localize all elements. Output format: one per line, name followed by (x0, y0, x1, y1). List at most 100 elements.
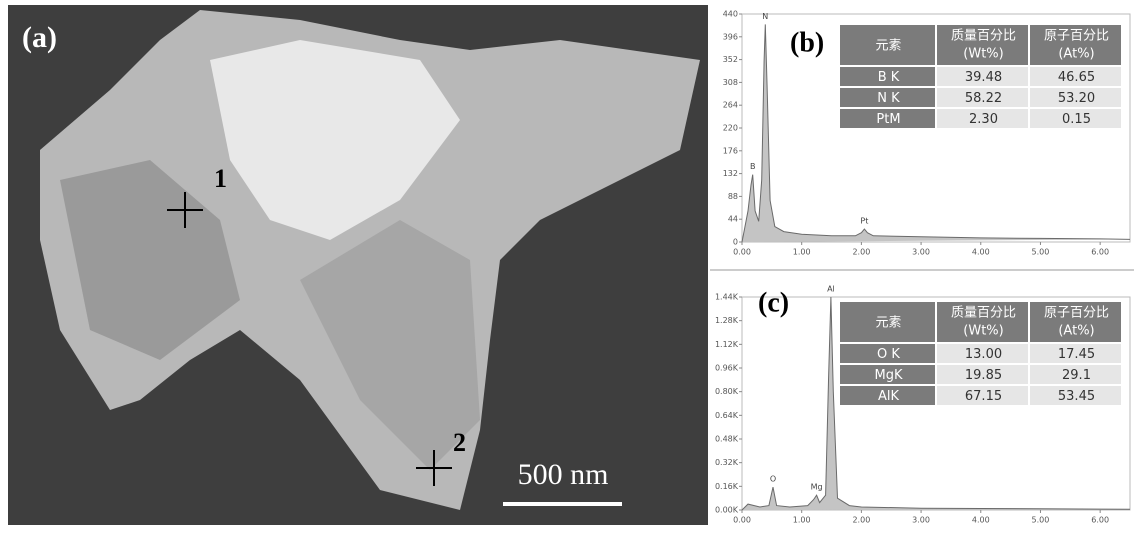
peak-label: Al (827, 285, 835, 294)
table-cell (840, 88, 935, 107)
table-header: 质量百分比 (951, 306, 1016, 321)
crosshair (416, 450, 452, 486)
table-header: 质量百分比 (951, 29, 1016, 44)
y-tick-label: 1.12K (715, 340, 739, 349)
y-tick-label: 0 (733, 238, 738, 247)
x-tick-label: 4.00 (972, 248, 990, 257)
table-header: 原子百分比 (1044, 306, 1109, 321)
y-tick-label: 352 (723, 55, 738, 64)
table-cell-text: O K (877, 347, 900, 362)
x-tick-label: 2.00 (852, 516, 870, 525)
x-tick-label: 0.00 (733, 516, 751, 525)
table-header-cell (937, 302, 1028, 342)
table-cell-text: AlK (878, 389, 900, 404)
particle-highlight (210, 40, 460, 240)
table-cell (937, 344, 1028, 363)
table-cell-text: 0.15 (1062, 112, 1091, 127)
particle-shade (300, 220, 480, 470)
peak-label: N (762, 12, 768, 21)
table-cell (937, 365, 1028, 384)
table-header: 原子百分比 (1044, 29, 1109, 44)
table-cell-text: 39.48 (965, 70, 1002, 85)
table-cell-text: 46.65 (1058, 70, 1095, 85)
table-header: (At%) (1058, 47, 1094, 62)
table-header: (Wt%) (963, 47, 1003, 62)
table-header: 元素 (875, 316, 901, 331)
x-tick-label: 3.00 (912, 516, 930, 525)
x-tick-label: 4.00 (972, 516, 990, 525)
y-tick-label: 0.96K (715, 364, 739, 373)
y-tick-label: 0.00K (715, 506, 739, 515)
table-header-cell (1030, 25, 1121, 65)
table-cell-text: 29.1 (1062, 368, 1091, 383)
crosshair (167, 192, 203, 228)
table-cell (937, 109, 1028, 128)
y-tick-label: 0.32K (715, 458, 739, 467)
table-cell (840, 365, 935, 384)
x-tick-label: 3.00 (912, 248, 930, 257)
table-cell (1030, 109, 1121, 128)
table-header: 元素 (875, 39, 901, 54)
marker-label: 1 (214, 164, 227, 193)
x-tick-label: 0.00 (733, 248, 751, 257)
plot-frame (741, 296, 1131, 511)
table-cell (1030, 88, 1121, 107)
y-tick-label: 1.28K (715, 316, 739, 325)
y-tick-label: 0.16K (715, 482, 739, 491)
x-tick-label: 1.00 (793, 248, 811, 257)
panel-label: (b) (790, 27, 824, 58)
y-tick-label: 264 (723, 101, 738, 110)
y-tick-label: 440 (723, 10, 738, 19)
x-tick-label: 2.00 (852, 248, 870, 257)
marker-label: 2 (453, 428, 466, 457)
table-cell (840, 67, 935, 86)
x-tick-label: 1.00 (793, 516, 811, 525)
y-tick-label: 88 (728, 192, 738, 201)
table-header-cell (840, 25, 935, 65)
y-tick-label: 44 (728, 215, 738, 224)
x-tick-label: 5.00 (1032, 516, 1050, 525)
y-tick-label: 132 (723, 169, 738, 178)
table-cell-text: 53.20 (1058, 91, 1095, 106)
x-tick-label: 6.00 (1091, 516, 1109, 525)
table-cell (937, 88, 1028, 107)
table-cell (937, 67, 1028, 86)
y-tick-label: 0.80K (715, 387, 739, 396)
table-header-cell (1030, 302, 1121, 342)
table-cell-text: PtM (876, 112, 900, 127)
peak-label: Mg (811, 483, 823, 492)
spectrum (741, 24, 1131, 243)
table-cell-text: N K (877, 91, 900, 106)
table-cell-text: 67.15 (965, 389, 1002, 404)
y-tick-label: 0.48K (715, 435, 739, 444)
panel-label: (a) (22, 21, 57, 54)
y-tick-label: 1.44K (715, 293, 739, 302)
table-cell (1030, 344, 1121, 363)
table-header: (Wt%) (963, 324, 1003, 339)
table-cell-text: B K (878, 70, 900, 85)
y-tick-label: 176 (723, 146, 738, 155)
table-cell-text: 53.45 (1058, 389, 1095, 404)
table-cell-text: 13.00 (965, 347, 1002, 362)
y-tick-label: 220 (723, 124, 738, 133)
scale-bar-label: 500 nm (518, 458, 609, 491)
x-tick-label: 5.00 (1032, 248, 1050, 257)
table-header-cell (840, 302, 935, 342)
peak-label: B (750, 162, 756, 171)
table-cell (1030, 67, 1121, 86)
table-cell (1030, 365, 1121, 384)
y-tick-label: 0.64K (715, 411, 739, 420)
spectrum (741, 296, 1131, 511)
table-cell-text: 58.22 (965, 91, 1002, 106)
table-cell-text: 17.45 (1058, 347, 1095, 362)
table-header-cell (937, 25, 1028, 65)
table-cell-text: 19.85 (965, 368, 1002, 383)
peak-label: Pt (860, 217, 868, 226)
peak-label: O (770, 475, 776, 484)
table-cell-text: 2.30 (969, 112, 998, 127)
table-cell-text: MgK (875, 368, 903, 383)
table-cell (840, 344, 935, 363)
y-tick-label: 396 (723, 32, 738, 41)
table-cell (937, 386, 1028, 405)
